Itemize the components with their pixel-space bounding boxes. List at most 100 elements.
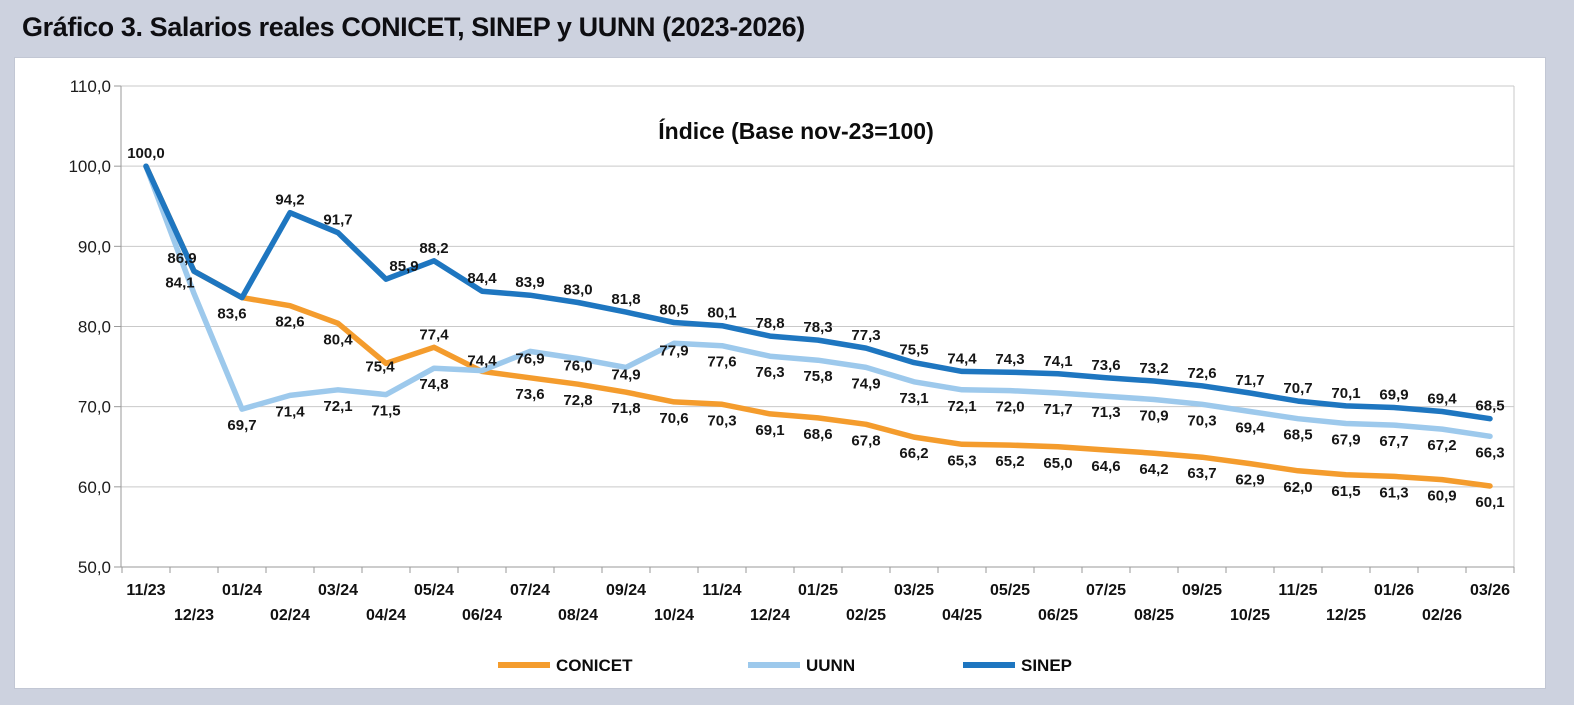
y-axis-tick-label: 110,0 bbox=[70, 77, 111, 96]
data-label-conicet: 60,9 bbox=[1427, 488, 1456, 505]
data-label-uunn: 70,9 bbox=[1139, 407, 1168, 424]
y-axis-tick-label: 50,0 bbox=[78, 558, 111, 577]
data-label-conicet: 82,6 bbox=[275, 314, 304, 331]
data-label-conicet: 70,3 bbox=[707, 412, 736, 429]
x-axis-tick-label: 07/25 bbox=[1086, 582, 1126, 599]
x-axis-tick-label: 04/24 bbox=[366, 607, 406, 624]
data-label-uunn: 68,5 bbox=[1283, 427, 1312, 444]
x-axis-tick-label: 10/24 bbox=[654, 607, 694, 624]
data-label-sinep: 81,8 bbox=[611, 291, 640, 308]
data-label-sinep: 86,9 bbox=[167, 250, 196, 267]
data-label-uunn: 67,2 bbox=[1427, 437, 1456, 454]
data-label-conicet: 75,4 bbox=[365, 358, 395, 375]
data-label-sinep: 85,9 bbox=[389, 258, 418, 275]
data-label-sinep: 91,7 bbox=[323, 212, 352, 229]
data-label-conicet: 73,6 bbox=[515, 386, 544, 403]
y-axis-tick-label: 100,0 bbox=[68, 157, 111, 176]
axes bbox=[120, 86, 1515, 573]
data-label-conicet: 68,6 bbox=[803, 426, 832, 443]
data-label-conicet: 61,5 bbox=[1331, 483, 1360, 500]
x-axis-tick-label: 12/25 bbox=[1326, 607, 1366, 624]
data-label-sinep: 74,4 bbox=[947, 350, 977, 367]
x-axis-tick-label: 06/24 bbox=[462, 607, 502, 624]
data-label-sinep: 83,0 bbox=[563, 281, 592, 298]
data-label-conicet: 74,4 bbox=[467, 352, 497, 369]
chart-inner-title: Índice (Base nov-23=100) bbox=[658, 117, 933, 144]
data-label-conicet: 64,6 bbox=[1091, 458, 1120, 475]
data-label-uunn: 73,1 bbox=[899, 390, 928, 407]
data-label-uunn: 75,8 bbox=[803, 368, 832, 385]
data-label-uunn: 76,3 bbox=[755, 364, 784, 381]
data-label-uunn: 74,8 bbox=[419, 376, 448, 393]
x-axis-tick-label: 03/24 bbox=[318, 582, 358, 599]
x-axis-tick-label: 02/24 bbox=[270, 607, 310, 624]
data-label-conicet: 77,4 bbox=[419, 326, 449, 343]
uunn-polyline bbox=[143, 163, 1493, 440]
data-label-conicet: 69,1 bbox=[755, 422, 784, 439]
data-label-sinep: 68,5 bbox=[1475, 398, 1504, 415]
data-label-sinep: 78,8 bbox=[755, 315, 784, 332]
y-axis-tick-label: 70,0 bbox=[78, 398, 111, 417]
data-label-uunn: 69,4 bbox=[1235, 419, 1265, 436]
chart-area: 110,0 100,0 90,0 80,0 70,0 60,0 50,0 11/23 12/23… bbox=[14, 57, 1546, 689]
x-axis-tick-label: 07/24 bbox=[510, 582, 550, 599]
y-axis-labels: 110,0 100,0 90,0 80,0 70,0 60,0 50,0 bbox=[68, 77, 111, 577]
data-label-sinep: 71,7 bbox=[1235, 372, 1264, 389]
legend-label-conicet: CONICET bbox=[556, 656, 633, 675]
x-axis-tick-label: 10/25 bbox=[1230, 607, 1270, 624]
data-label-uunn: 74,9 bbox=[851, 375, 880, 392]
data-label-uunn: 84,1 bbox=[165, 275, 194, 292]
data-label-sinep: 78,3 bbox=[803, 319, 832, 336]
x-axis-tick-label: 02/26 bbox=[1422, 607, 1462, 624]
x-axis-tick-label: 05/24 bbox=[414, 582, 454, 599]
data-label-conicet: 66,2 bbox=[899, 445, 928, 462]
x-axis-tick-label: 03/25 bbox=[894, 582, 934, 599]
x-axis-tick-label: 05/25 bbox=[990, 582, 1030, 599]
data-label-uunn: 67,9 bbox=[1331, 432, 1360, 449]
y-axis-tick-label: 80,0 bbox=[78, 318, 111, 337]
x-axis-tick-label: 11/23 bbox=[126, 582, 165, 599]
data-label-uunn: 72,1 bbox=[323, 398, 352, 415]
data-label-sinep: 69,9 bbox=[1379, 386, 1408, 403]
chart-inner-title-text: Índice (Base nov-23=100) bbox=[658, 117, 933, 144]
data-label-uunn: 70,3 bbox=[1187, 412, 1216, 429]
data-label-conicet: 62,0 bbox=[1283, 479, 1312, 496]
x-axis-tick-label: 11/25 bbox=[1278, 582, 1317, 599]
x-axis-tick-label: 09/25 bbox=[1182, 582, 1222, 599]
data-label-sinep: 84,4 bbox=[467, 270, 497, 287]
data-label-sinep: 83,6 bbox=[217, 306, 246, 323]
series-uunn-line bbox=[143, 163, 1493, 440]
conicet-polyline bbox=[143, 163, 1493, 489]
data-label-sinep: 80,1 bbox=[707, 305, 736, 322]
x-axis-tick-label: 02/25 bbox=[846, 607, 886, 624]
x-axis-tick-label: 03/26 bbox=[1470, 582, 1510, 599]
x-axis-tick-label: 06/25 bbox=[1038, 607, 1078, 624]
x-axis-tick-label: 12/23 bbox=[174, 607, 214, 624]
data-label-conicet: 72,8 bbox=[563, 392, 592, 409]
data-label-sinep: 77,3 bbox=[851, 327, 880, 344]
data-label-conicet: 67,8 bbox=[851, 432, 880, 449]
data-label-sinep: 70,7 bbox=[1283, 380, 1312, 397]
data-label-uunn: 77,6 bbox=[707, 354, 736, 371]
y-axis-tick-label: 90,0 bbox=[78, 237, 111, 256]
data-label-sinep: 80,5 bbox=[659, 301, 688, 318]
x-axis-labels: 11/23 12/23 01/24 02/24 03/24 04/24 05/24 06/24… bbox=[126, 582, 1510, 624]
data-label-conicet: 71,8 bbox=[611, 400, 640, 417]
data-label-sinep: 88,2 bbox=[419, 240, 448, 257]
x-axis-tick-label: 01/26 bbox=[1374, 582, 1414, 599]
data-labels-sinep: 100,0 86,9 83,6 94,2 91,7 85,988,2 84,4 83,9 83,… bbox=[127, 145, 1504, 415]
y-axis-tick-label: 60,0 bbox=[78, 478, 111, 497]
legend: CONICET UUNN SINEP bbox=[498, 656, 1072, 675]
legend-label-sinep: SINEP bbox=[1021, 656, 1072, 675]
data-label-uunn: 76,0 bbox=[563, 358, 592, 375]
data-label-conicet: 60,1 bbox=[1475, 494, 1504, 511]
data-label-sinep: 100,0 bbox=[127, 145, 165, 162]
data-label-sinep: 74,3 bbox=[995, 351, 1024, 368]
data-label-conicet: 64,2 bbox=[1139, 461, 1168, 478]
data-label-conicet: 62,9 bbox=[1235, 472, 1264, 489]
x-axis-tick-label: 09/24 bbox=[606, 582, 646, 599]
data-label-uunn: 71,5 bbox=[371, 403, 400, 420]
data-label-sinep: 70,1 bbox=[1331, 385, 1360, 402]
x-axis-tick-label: 01/24 bbox=[222, 582, 262, 599]
data-label-uunn: 77,9 bbox=[659, 342, 688, 359]
